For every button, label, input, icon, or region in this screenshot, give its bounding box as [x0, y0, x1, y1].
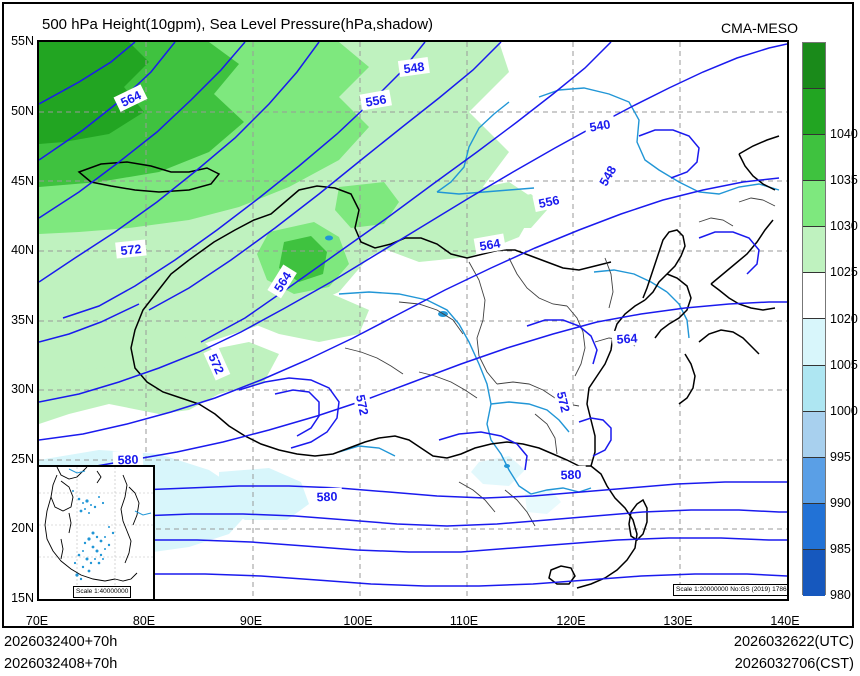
colorbar-label-1040: 1040 — [830, 127, 858, 142]
colorbar-band-990 — [803, 457, 825, 504]
svg-text:572: 572 — [120, 242, 142, 258]
lon-label-70e: 70E — [25, 614, 49, 628]
lat-label-40n: 40N — [11, 243, 34, 257]
svg-text:556: 556 — [365, 92, 388, 109]
colorbar-band-1025 — [803, 227, 825, 274]
svg-text:548: 548 — [403, 60, 426, 77]
lon-label-90e: 90E — [239, 614, 263, 628]
map-canvas: 548 556 564 540 — [39, 42, 787, 599]
model-label: CMA-MESO — [721, 20, 798, 36]
lat-label-25n: 25N — [11, 452, 34, 466]
colorbar-label-1030: 1030 — [830, 219, 858, 234]
colorbar-band-985 — [803, 503, 825, 550]
colorbar-band-995 — [803, 411, 825, 458]
colorbar-label-1035: 1035 — [830, 173, 858, 188]
svg-text:572: 572 — [353, 393, 371, 416]
page-title: 500 hPa Height(10gpm), Sea Level Pressur… — [42, 16, 434, 33]
lat-label-50n: 50N — [11, 104, 34, 118]
svg-text:580: 580 — [117, 453, 138, 468]
svg-text:556: 556 — [537, 193, 560, 211]
lat-label-30n: 30N — [11, 382, 34, 396]
colorbar-band-1020 — [803, 273, 825, 320]
lat-label-15n: 15N — [11, 591, 34, 605]
svg-text:580: 580 — [316, 490, 337, 505]
inset-map[interactable]: Scale 1:40000000 — [37, 465, 155, 601]
colorbar-label-1000: 1000 — [830, 403, 858, 418]
colorbar-band-1030 — [803, 181, 825, 228]
lat-label-55n: 55N — [11, 34, 34, 48]
main-map-scale: Scale 1:20000000 No:GS (2019) 1786 — [673, 584, 787, 596]
lon-label-110e: 110E — [449, 614, 479, 628]
colorbar-band-980 — [803, 549, 825, 596]
footer-valid-utc: 2026032622(UTC) — [733, 634, 854, 650]
colorbar-label-990: 990 — [830, 495, 851, 510]
lon-label-130e: 130E — [663, 614, 693, 628]
footer-init-time-1: 2026032400+70h — [4, 634, 118, 650]
svg-text:572: 572 — [554, 390, 573, 414]
lat-label-35n: 35N — [11, 313, 34, 327]
colorbar-band-1040 — [803, 89, 825, 136]
svg-text:540: 540 — [589, 117, 612, 134]
colorbar-label-1020: 1020 — [830, 311, 858, 326]
inset-map-scale: Scale 1:40000000 — [73, 586, 132, 598]
lat-label-45n: 45N — [11, 174, 34, 188]
lon-label-140e: 140E — [770, 614, 800, 628]
outer-frame — [2, 2, 854, 628]
colorbar[interactable] — [802, 42, 826, 596]
lon-label-120e: 120E — [556, 614, 586, 628]
colorbar-label-985: 985 — [830, 541, 851, 556]
colorbar-label-1005: 1005 — [830, 357, 858, 372]
colorbar-band-1005 — [803, 319, 825, 366]
footer-valid-cst: 2026032706(CST) — [734, 656, 854, 672]
lon-label-100e: 100E — [343, 614, 373, 628]
svg-text:564: 564 — [616, 331, 638, 346]
colorbar-label-995: 995 — [830, 449, 851, 464]
colorbar-label-980: 980 — [830, 588, 851, 602]
svg-text:564: 564 — [479, 236, 502, 253]
colorbar-band-top — [803, 43, 825, 90]
lat-label-20n: 20N — [11, 521, 34, 535]
lon-label-80e: 80E — [132, 614, 156, 628]
colorbar-label-1025: 1025 — [830, 265, 858, 280]
inset-map-canvas — [39, 467, 153, 599]
map-plot-area[interactable]: 548 556 564 540 — [37, 40, 789, 601]
footer-init-time-2: 2026032408+70h — [4, 656, 118, 672]
colorbar-band-1000 — [803, 365, 825, 412]
colorbar-band-1035 — [803, 135, 825, 182]
svg-text:580: 580 — [560, 468, 581, 483]
